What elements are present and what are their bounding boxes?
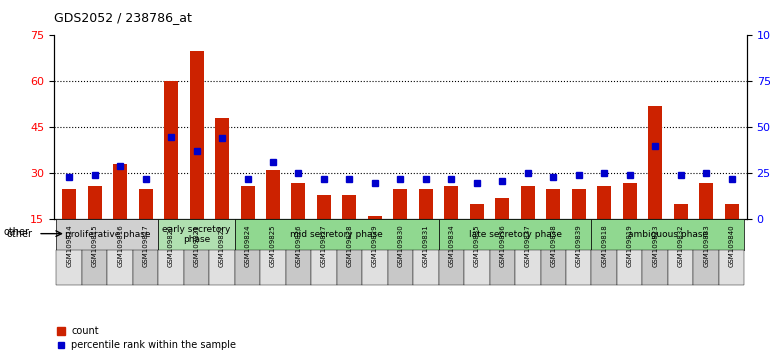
Bar <box>113 164 127 219</box>
Bar <box>546 189 561 219</box>
FancyBboxPatch shape <box>642 250 668 285</box>
Text: GSM109817: GSM109817 <box>142 224 149 267</box>
Text: other: other <box>4 227 30 237</box>
FancyBboxPatch shape <box>311 250 336 285</box>
Text: percentile rank within the sample: percentile rank within the sample <box>72 340 236 350</box>
FancyBboxPatch shape <box>159 250 184 285</box>
FancyBboxPatch shape <box>260 250 286 285</box>
FancyBboxPatch shape <box>56 219 159 250</box>
FancyBboxPatch shape <box>515 250 541 285</box>
FancyBboxPatch shape <box>591 219 745 250</box>
Text: GSM109822: GSM109822 <box>219 225 225 267</box>
Text: GSM109826: GSM109826 <box>296 225 302 267</box>
Bar <box>419 189 433 219</box>
Text: GSM109830: GSM109830 <box>397 224 403 267</box>
Bar <box>368 216 382 219</box>
Bar <box>470 204 484 219</box>
Text: GSM109835: GSM109835 <box>474 225 480 267</box>
Text: ambiguous phase: ambiguous phase <box>628 230 708 239</box>
Text: GSM109824: GSM109824 <box>245 225 250 267</box>
Bar <box>88 186 102 219</box>
Bar <box>572 189 586 219</box>
FancyBboxPatch shape <box>617 250 642 285</box>
Bar <box>189 51 203 219</box>
Bar <box>266 170 280 219</box>
FancyBboxPatch shape <box>464 250 490 285</box>
Bar <box>648 106 662 219</box>
FancyBboxPatch shape <box>439 219 591 250</box>
Bar <box>317 195 331 219</box>
FancyBboxPatch shape <box>541 250 566 285</box>
FancyBboxPatch shape <box>159 219 235 250</box>
FancyBboxPatch shape <box>235 250 260 285</box>
Bar <box>598 186 611 219</box>
Text: GSM109839: GSM109839 <box>576 224 582 267</box>
Text: GSM109823: GSM109823 <box>652 225 658 267</box>
FancyBboxPatch shape <box>82 250 107 285</box>
FancyBboxPatch shape <box>490 250 515 285</box>
Text: GSM109818: GSM109818 <box>601 224 608 267</box>
Bar <box>495 198 509 219</box>
Bar <box>699 183 713 219</box>
FancyBboxPatch shape <box>387 250 413 285</box>
FancyBboxPatch shape <box>107 250 133 285</box>
FancyBboxPatch shape <box>235 219 439 250</box>
Text: GSM109829: GSM109829 <box>372 225 378 267</box>
Bar <box>623 183 637 219</box>
FancyBboxPatch shape <box>133 250 159 285</box>
Text: early secretory
phase: early secretory phase <box>162 225 231 244</box>
Text: GSM109833: GSM109833 <box>703 224 709 267</box>
Text: GSM109834: GSM109834 <box>448 225 454 267</box>
Bar <box>240 186 255 219</box>
Text: GDS2052 / 238786_at: GDS2052 / 238786_at <box>54 11 192 24</box>
Text: GSM109819: GSM109819 <box>627 224 633 267</box>
Bar <box>343 195 357 219</box>
Text: GSM109832: GSM109832 <box>678 225 684 267</box>
FancyBboxPatch shape <box>184 250 209 285</box>
Text: GSM109831: GSM109831 <box>423 224 429 267</box>
Text: GSM109815: GSM109815 <box>92 225 98 267</box>
Text: GSM109814: GSM109814 <box>66 225 72 267</box>
Text: GSM109820: GSM109820 <box>168 225 174 267</box>
Text: GSM109838: GSM109838 <box>551 224 556 267</box>
FancyBboxPatch shape <box>694 250 719 285</box>
Bar <box>521 186 535 219</box>
FancyBboxPatch shape <box>668 250 694 285</box>
Text: other: other <box>7 229 33 239</box>
Text: mid secretory phase: mid secretory phase <box>290 230 383 239</box>
Text: GSM109825: GSM109825 <box>270 225 276 267</box>
FancyBboxPatch shape <box>336 250 362 285</box>
Bar <box>725 204 738 219</box>
Bar <box>164 81 178 219</box>
Bar <box>62 189 76 219</box>
FancyBboxPatch shape <box>56 250 82 285</box>
Bar <box>215 118 229 219</box>
Bar <box>292 183 306 219</box>
Bar <box>393 189 407 219</box>
Text: GSM109816: GSM109816 <box>117 224 123 267</box>
Text: GSM109836: GSM109836 <box>499 224 505 267</box>
Text: GSM109827: GSM109827 <box>321 225 327 267</box>
Bar <box>139 189 152 219</box>
FancyBboxPatch shape <box>362 250 387 285</box>
FancyBboxPatch shape <box>719 250 745 285</box>
FancyBboxPatch shape <box>566 250 591 285</box>
FancyBboxPatch shape <box>209 250 235 285</box>
FancyBboxPatch shape <box>286 250 311 285</box>
Text: GSM109821: GSM109821 <box>193 225 199 267</box>
Text: proliferative phase: proliferative phase <box>65 230 150 239</box>
Text: late secretory phase: late secretory phase <box>469 230 561 239</box>
Text: count: count <box>72 326 99 336</box>
Bar <box>674 204 688 219</box>
Bar <box>444 186 458 219</box>
FancyBboxPatch shape <box>413 250 439 285</box>
Text: GSM109840: GSM109840 <box>728 225 735 267</box>
FancyBboxPatch shape <box>439 250 464 285</box>
FancyBboxPatch shape <box>591 250 617 285</box>
Text: GSM109837: GSM109837 <box>525 224 531 267</box>
Text: GSM109828: GSM109828 <box>346 225 353 267</box>
